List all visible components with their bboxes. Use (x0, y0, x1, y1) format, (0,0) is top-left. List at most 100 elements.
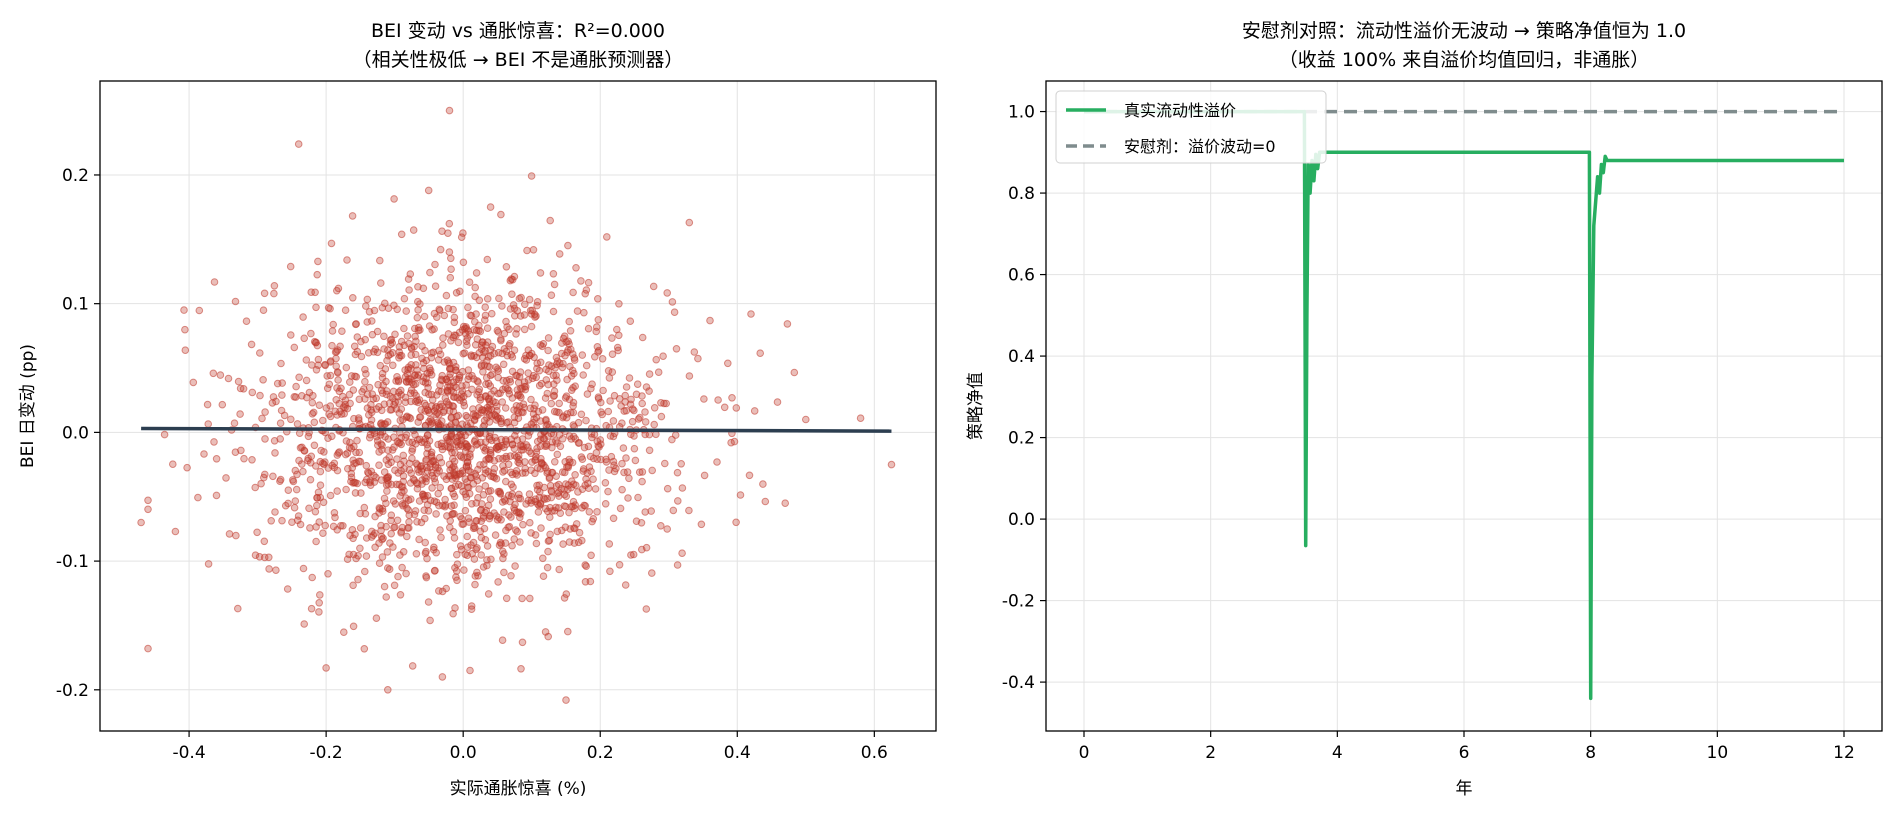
scatter-point (315, 518, 324, 526)
scatter-point (137, 518, 145, 527)
scatter-point (553, 450, 562, 459)
scatter-point (475, 296, 484, 305)
scatter-point (534, 407, 543, 416)
scatter-point (642, 543, 651, 552)
scatter-point (500, 568, 508, 577)
scatter-point (856, 414, 865, 423)
scatter-point (195, 306, 204, 315)
scatter-point (283, 585, 292, 593)
scatter-point (435, 501, 443, 510)
scatter-point (231, 448, 240, 457)
scatter-point (436, 483, 445, 492)
scatter-point (649, 282, 658, 291)
scatter-point (356, 544, 364, 553)
scatter-point (648, 466, 657, 475)
scatter-point (355, 448, 364, 457)
scatter-point (328, 341, 336, 350)
scatter-point (415, 497, 424, 505)
scatter-point (321, 458, 329, 466)
scatter-point (529, 246, 538, 254)
scatter-point (397, 230, 406, 239)
scatter-point (551, 458, 559, 466)
scatter-point (315, 608, 323, 616)
scatter-point (378, 303, 387, 312)
scatter-point (428, 419, 437, 427)
scatter-point (459, 398, 468, 407)
scatter-point (479, 406, 487, 414)
scatter-point (511, 312, 519, 320)
scatter-point (566, 327, 575, 335)
scatter-point (251, 483, 259, 492)
scatter-point (450, 501, 458, 510)
scatter-point (584, 278, 593, 287)
scatter-point (418, 342, 426, 351)
scatter-point (382, 499, 390, 508)
scatter-point (531, 495, 540, 504)
scatter-point (528, 374, 537, 383)
scatter-point (442, 584, 451, 593)
scatter-point (242, 317, 251, 326)
scatter-point (437, 400, 445, 409)
scatter-point (569, 288, 577, 297)
scatter-point (232, 531, 240, 540)
scatter-point (377, 476, 386, 484)
scatter-point (451, 482, 460, 491)
scatter-point (326, 412, 335, 421)
scatter-point (300, 334, 309, 343)
scatter-point (391, 330, 399, 339)
scatter-point (517, 665, 525, 673)
scatter-point (353, 436, 361, 445)
scatter-point (334, 376, 342, 384)
scatter-point (582, 286, 591, 294)
scatter-point (459, 229, 467, 237)
scatter-point (356, 524, 365, 532)
scatter-point (338, 327, 346, 336)
scatter-point (412, 479, 421, 487)
scatter-point (278, 391, 286, 399)
scatter-point (299, 467, 307, 476)
scatter-point (592, 323, 601, 331)
scatter-point (539, 554, 547, 563)
scatter-point (313, 270, 322, 279)
scatter-point (259, 306, 268, 315)
scatter-point (557, 484, 566, 493)
scatter-point (456, 440, 465, 449)
scatter-point (363, 390, 372, 399)
scatter-point (402, 413, 411, 422)
scatter-point (435, 346, 443, 355)
scatter-point (399, 415, 407, 424)
scatter-point (527, 172, 536, 180)
scatter-point (745, 471, 754, 480)
scatter-point (524, 432, 533, 440)
scatter-point (577, 410, 586, 419)
scatter-point (678, 484, 687, 492)
scatter-point (638, 468, 647, 476)
scatter-point (435, 387, 443, 395)
y-tick-label: 0.2 (1008, 429, 1035, 449)
scatter-point (610, 391, 619, 400)
scatter-point (302, 376, 311, 385)
scatter-point (287, 331, 295, 339)
scatter-point (544, 334, 553, 342)
scatter-point (580, 501, 588, 510)
scatter-point (598, 355, 607, 363)
scatter-point (379, 534, 387, 543)
scatter-point (386, 539, 394, 547)
scatter-point (493, 442, 502, 451)
scatter-point (309, 391, 317, 400)
scatter-point (367, 400, 375, 409)
scatter-point (449, 454, 457, 463)
scatter-point (508, 541, 516, 550)
scatter-point (481, 536, 490, 544)
scatter-point (685, 218, 694, 227)
scatter-point (467, 602, 476, 610)
scatter-point (303, 393, 311, 402)
scatter-point (144, 505, 152, 514)
scatter-point (347, 372, 356, 380)
scatter-point (547, 399, 556, 408)
scatter-point (736, 491, 745, 499)
y-tick-label: 0.0 (1008, 510, 1035, 530)
scatter-point (256, 349, 264, 357)
scatter-point (560, 490, 569, 499)
scatter-point (530, 353, 538, 362)
